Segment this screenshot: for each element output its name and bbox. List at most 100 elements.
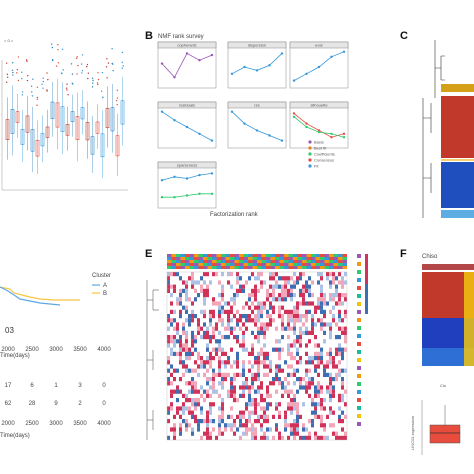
heatmap-cell <box>320 301 323 306</box>
heatmap-cell <box>194 297 197 302</box>
heatmap-annotation-cell <box>284 263 289 266</box>
heatmap-annotation-cell <box>203 266 208 269</box>
heatmap-cell <box>320 276 323 281</box>
heatmap-cell <box>251 288 254 293</box>
heatmap-cell <box>254 427 257 432</box>
heatmap-cell <box>341 356 344 361</box>
nmf-subplot-frame <box>157 41 217 89</box>
heatmap-cell <box>314 309 317 314</box>
heatmap-cell <box>239 326 242 331</box>
boxplot-outlier <box>81 72 83 74</box>
heatmap-cell <box>263 280 266 285</box>
nmf-subplot-strip <box>157 161 217 169</box>
heatmap-cell <box>251 427 254 432</box>
heatmap-cell <box>248 385 251 390</box>
survival-axis-tick: 4000 <box>97 347 111 353</box>
heatmap-cell <box>197 318 200 323</box>
heatmap-cell <box>248 314 251 319</box>
boxplot-box <box>85 122 90 141</box>
heatmap-cell <box>317 305 320 310</box>
heatmap-cell <box>344 330 347 335</box>
heatmap-cell <box>185 288 188 293</box>
heatmap-cell <box>200 356 203 361</box>
panel-e-svg <box>146 254 368 441</box>
heatmap-annotation-cell <box>288 254 293 257</box>
heatmap-cell <box>167 435 170 440</box>
heatmap-cell <box>296 301 299 306</box>
heatmap-cell <box>329 389 332 394</box>
heatmap-cell <box>314 410 317 415</box>
risk-axis-tick: 3500 <box>73 421 87 427</box>
heatmap-annotation-cell <box>207 266 212 269</box>
heatmap-cell <box>194 402 197 407</box>
boxplot-outlier <box>26 79 29 82</box>
heatmap-cell <box>338 326 341 331</box>
heatmap-legend-swatch <box>357 262 361 266</box>
heatmap-annotation-cell <box>167 260 172 263</box>
risk-table-b-value: 62 <box>5 401 12 407</box>
heatmap-annotation-cell <box>185 260 190 263</box>
heatmap-cell <box>230 330 233 335</box>
heatmap-cell <box>284 410 287 415</box>
heatmap-cell <box>320 398 323 403</box>
heatmap-cell <box>278 356 281 361</box>
heatmap-cell <box>221 360 224 365</box>
heatmap-annotation-cell <box>216 266 221 269</box>
heatmap-cell <box>281 305 284 310</box>
heatmap-annotation-cell <box>333 260 338 263</box>
boxplot-outlier <box>12 71 14 74</box>
heatmap-annotation-cell <box>225 260 230 263</box>
heatmap-cell <box>281 385 284 390</box>
heatmap-annotation-cell <box>329 257 334 260</box>
heatmap-cell <box>332 385 335 390</box>
heatmap-cell <box>194 288 197 293</box>
heatmap-cell <box>245 301 248 306</box>
panel-d-svg: Cluster 03 ABTime(days)20001762200025006… <box>0 273 111 439</box>
heatmap-cell <box>167 280 170 285</box>
heatmap-annotation-cell <box>342 260 347 263</box>
heatmap-cell <box>206 419 209 424</box>
heatmap-annotation-cell <box>230 266 235 269</box>
heatmap-cell <box>221 372 224 377</box>
heatmap-cell <box>230 414 233 419</box>
heatmap-cell <box>185 347 188 352</box>
heatmap-cell <box>185 356 188 361</box>
heatmap-cell <box>281 293 284 298</box>
heatmap-cell <box>182 326 185 331</box>
heatmap-cell <box>263 322 266 327</box>
heatmap-annotation-cell <box>266 260 271 263</box>
heatmap-cell <box>257 305 260 310</box>
heatmap-cell <box>302 330 305 335</box>
boxplot-outlier <box>91 86 94 88</box>
heatmap-cell <box>203 372 206 377</box>
heatmap-cell <box>215 347 218 352</box>
heatmap-annotation-cell <box>288 260 293 263</box>
boxplot-outlier <box>86 63 89 66</box>
heatmap-cell <box>320 272 323 277</box>
heatmap-cell <box>338 419 341 424</box>
heatmap-cell <box>266 322 269 327</box>
heatmap-cell <box>188 318 191 323</box>
heatmap-cell <box>188 314 191 319</box>
heatmap-cell <box>221 406 224 411</box>
boxplot-box <box>70 111 75 122</box>
heatmap-cell <box>275 326 278 331</box>
heatmap-cell <box>188 368 191 373</box>
heatmap-cell <box>305 314 308 319</box>
heatmap-cell <box>290 402 293 407</box>
heatmap-annotation-cell <box>315 263 320 266</box>
heatmap-cell <box>257 389 260 394</box>
heatmap-annotation-cell <box>288 263 293 266</box>
nmf-subplot-title: silhouette <box>310 103 328 108</box>
boxplot-outlier <box>42 87 44 89</box>
heatmap-cell <box>215 435 218 440</box>
heatmap-cell <box>305 427 308 432</box>
heatmap-cell <box>266 393 269 398</box>
heatmap-cell <box>236 351 239 356</box>
heatmap-annotation-cell <box>225 257 230 260</box>
heatmap-annotation-cell <box>243 257 248 260</box>
heatmap-legend-swatch <box>357 318 361 322</box>
heatmap-cell <box>254 431 257 436</box>
heatmap-cell <box>218 431 221 436</box>
heatmap-cell <box>341 326 344 331</box>
